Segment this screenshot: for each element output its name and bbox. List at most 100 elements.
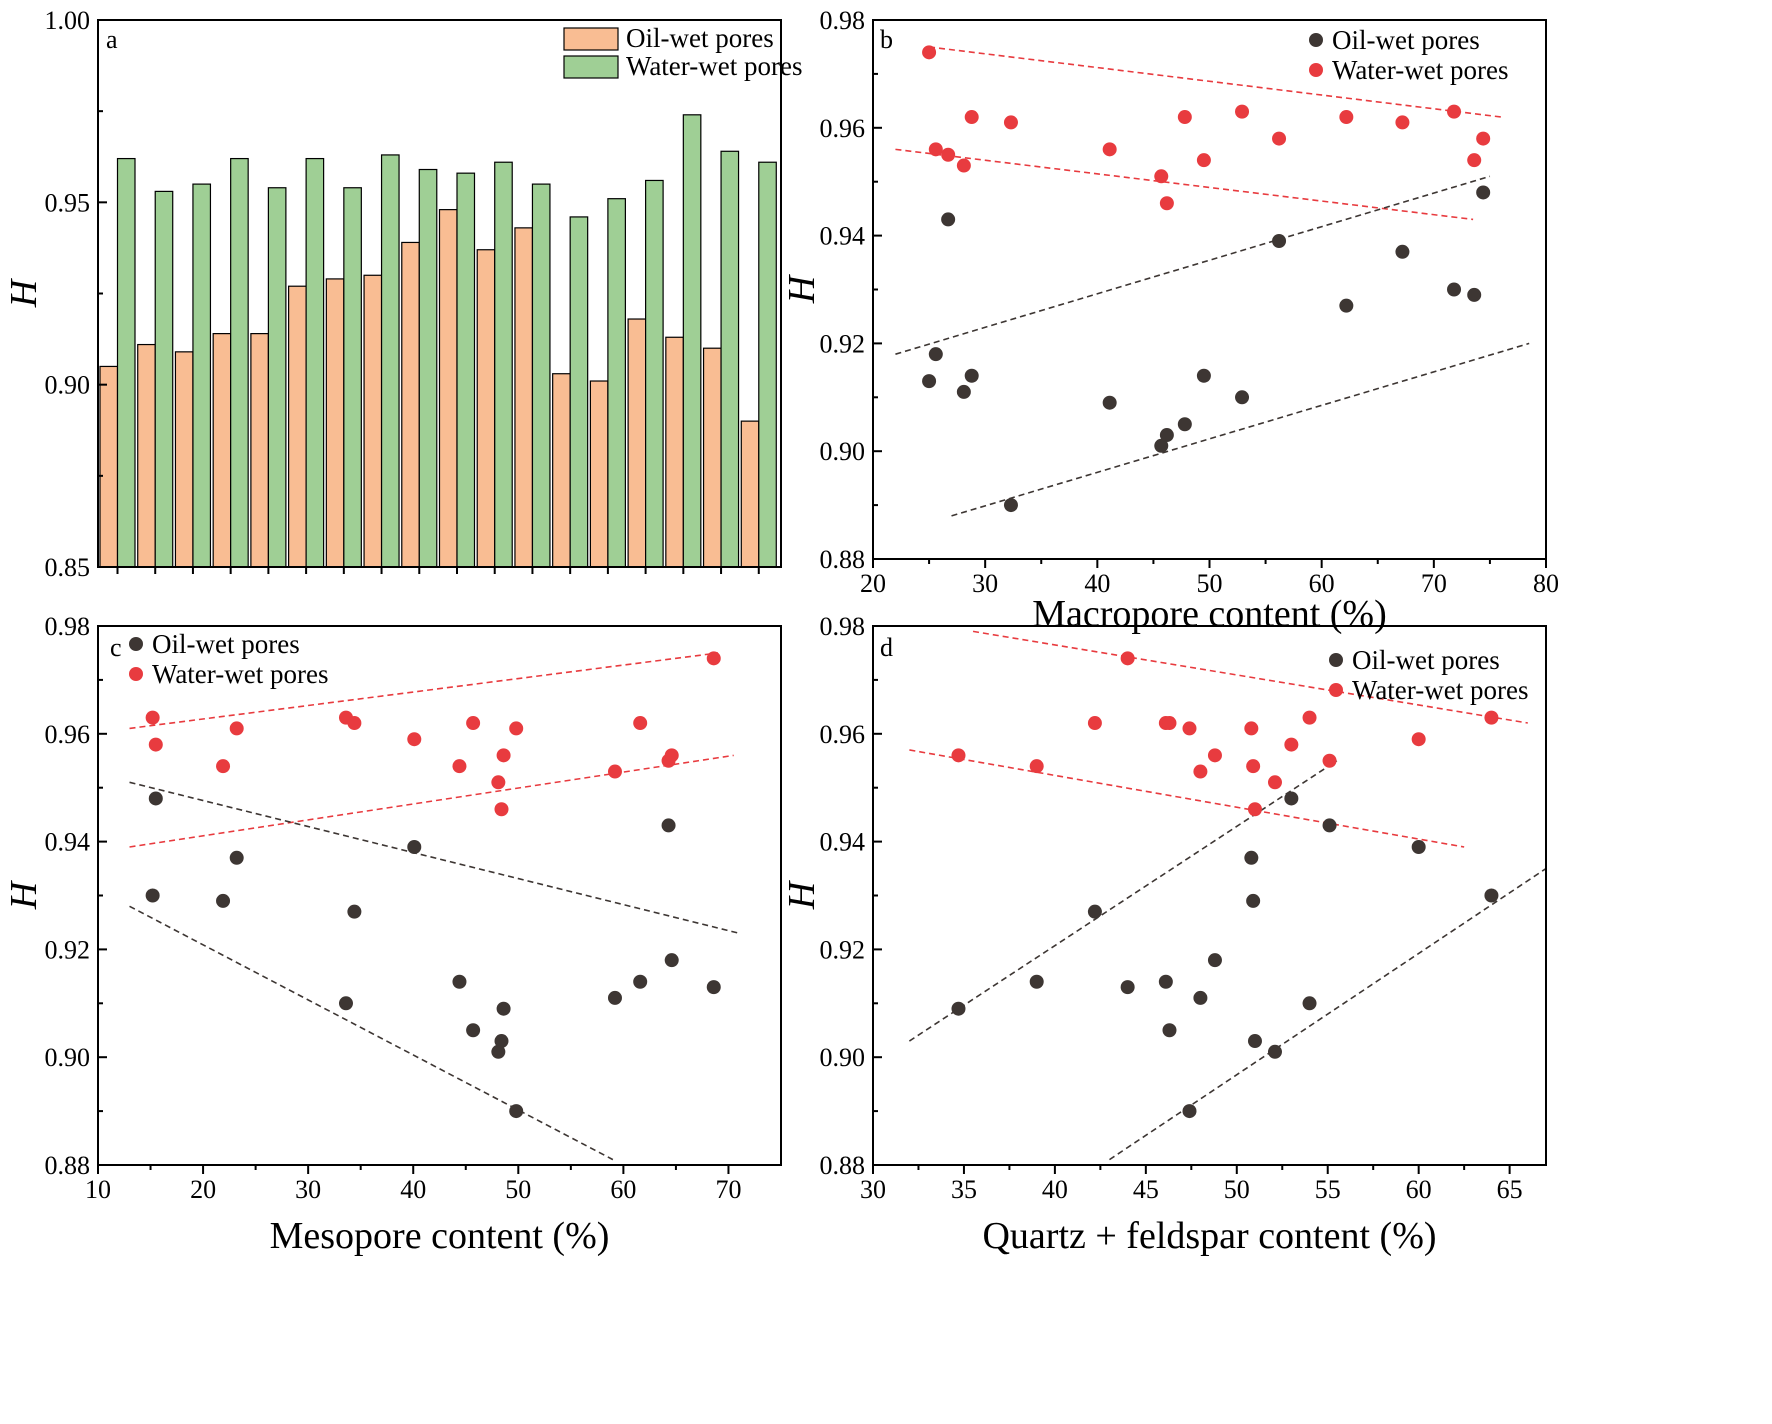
bar [288,285,307,568]
data-point [216,759,231,774]
legend-label: Oil-wet pores [1352,645,1500,675]
data-point [1284,737,1299,752]
data-point [1235,104,1250,119]
data-point [1207,953,1222,968]
bar [758,161,777,568]
data-point [145,710,160,725]
bar [740,420,760,568]
data-point [1484,888,1499,903]
trend-line [972,630,1528,724]
data-point [1484,710,1499,725]
x-tick-label: 40 [1042,1175,1068,1204]
data-point [1182,1104,1197,1119]
data-point [633,716,648,731]
data-point [452,974,467,989]
bar [682,114,702,568]
x-tick-label: 80 [1533,569,1559,598]
plot-frame [872,625,1547,1166]
data-point [1158,974,1173,989]
bar [343,187,362,568]
bar [267,187,287,568]
data-point [1087,904,1102,919]
data-point [407,732,422,747]
data-point [1120,980,1135,995]
bar [569,216,589,568]
data-point [1196,368,1211,383]
data-point [148,791,163,806]
data-point [145,888,160,903]
x-tick-label: 10 [85,1175,111,1204]
trend-line [895,148,1474,221]
data-point [1411,839,1426,854]
y-tick-label: 0.98 [820,6,866,35]
data-point [491,775,506,790]
data-point [956,158,971,173]
data-point [1154,438,1169,453]
data-point [664,953,679,968]
y-axis-title: H [781,879,823,910]
data-point [1467,153,1482,168]
legend-marker [1309,63,1323,77]
x-tick-label: 30 [295,1175,321,1204]
y-tick-label: 0.88 [820,1151,866,1180]
y-tick-label: 1.00 [45,6,91,35]
data-point [1272,131,1287,146]
data-point [338,996,353,1011]
y-tick-label: 0.98 [820,612,866,641]
y-tick-label: 0.90 [45,1043,91,1072]
y-tick-label: 0.90 [820,437,866,466]
data-point [922,374,937,389]
data-point [1395,244,1410,259]
data-point [1322,818,1337,833]
y-tick-label: 0.98 [45,612,91,641]
data-point [941,212,956,227]
data-point [922,45,937,60]
bar [494,161,513,568]
data-point [1102,142,1117,157]
bar [305,157,325,568]
bar [192,183,212,568]
bar [137,343,156,568]
trend-line [909,749,1465,848]
data-point [1162,1023,1177,1038]
data-point [928,347,943,362]
data-point [1247,802,1262,817]
y-tick-label: 0.95 [45,188,91,217]
data-point [1244,721,1259,736]
data-point [1267,1044,1282,1059]
panel-letter: b [880,25,893,54]
data-point [1154,169,1169,184]
bar [174,351,194,568]
data-point [1339,298,1354,313]
x-tick-label: 70 [1421,569,1447,598]
y-tick-label: 0.92 [820,329,866,358]
data-point [148,737,163,752]
legend-label: Water-wet pores [626,51,802,81]
data-point [1162,716,1177,731]
data-point [706,651,721,666]
data-point [1120,651,1135,666]
bar [456,172,476,568]
trend-line [129,754,734,848]
data-point [1159,196,1174,211]
bar [645,179,664,568]
legend-label: Water-wet pores [1332,55,1508,85]
bar [230,157,249,568]
panel-letter: a [106,25,118,54]
x-tick-label: 60 [1406,1175,1432,1204]
x-tick-label: 30 [972,569,998,598]
x-tick-label: 20 [190,1175,216,1204]
trend-line [895,175,1491,355]
y-tick-label: 0.92 [45,935,91,964]
data-point [1339,110,1354,125]
x-tick-label: 60 [610,1175,636,1204]
trend-line [928,46,1502,118]
data-point [706,980,721,995]
legend-marker [1309,33,1323,47]
data-point [347,904,362,919]
data-point [633,974,648,989]
bar [627,318,647,568]
x-tick-label: 50 [1224,1175,1250,1204]
data-point [1476,131,1491,146]
data-point [496,748,511,763]
